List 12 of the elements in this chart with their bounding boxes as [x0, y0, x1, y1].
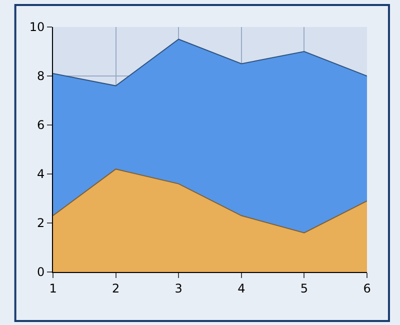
y-tick-label: 2 — [36, 216, 45, 230]
x-tick-label: 1 — [49, 281, 57, 296]
y-tick-label: 10 — [29, 20, 45, 34]
x-tick-label: 4 — [238, 281, 246, 296]
x-tick-label: 2 — [112, 281, 120, 296]
x-tick-label: 6 — [363, 281, 371, 296]
x-tick-label: 3 — [174, 281, 182, 296]
y-tick-label: 6 — [36, 118, 45, 132]
x-tick-label: 5 — [300, 281, 308, 296]
y-tick-label: 0 — [36, 265, 45, 280]
y-tick-label: 8 — [36, 69, 45, 84]
y-tick-label: 4 — [36, 167, 45, 182]
